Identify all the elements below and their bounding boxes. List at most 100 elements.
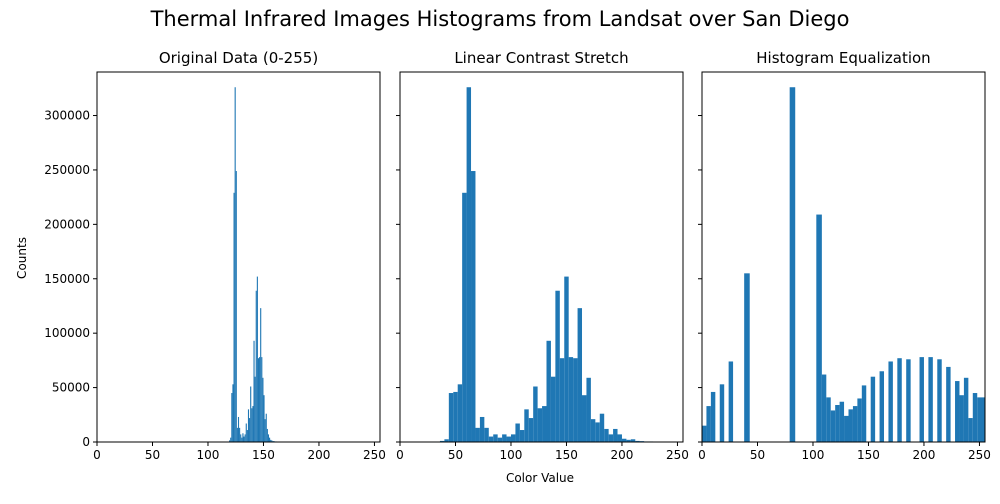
histogram-bar xyxy=(826,397,830,442)
histogram-bar xyxy=(546,341,550,442)
plot-frame xyxy=(97,72,380,442)
histogram-bar xyxy=(261,357,262,442)
histogram-bar xyxy=(564,277,568,442)
histogram-bar xyxy=(251,408,252,442)
histogram-bar xyxy=(266,414,267,442)
histogram-bar xyxy=(529,418,533,442)
histogram-bar xyxy=(897,358,901,442)
histogram-bar xyxy=(848,409,852,442)
histogram-bar xyxy=(711,392,715,442)
histogram-bar xyxy=(586,378,590,442)
y-tick-label: 150000 xyxy=(44,272,90,286)
histogram-bar xyxy=(489,437,493,442)
histogram-bar xyxy=(253,341,254,442)
panel-title: Linear Contrast Stretch xyxy=(454,49,628,67)
histogram-bar xyxy=(475,428,479,442)
histogram-bar xyxy=(252,406,253,442)
histogram-bar xyxy=(524,409,528,442)
x-axis-label: Color Value xyxy=(506,471,574,485)
histogram-bar xyxy=(493,434,497,442)
histogram-bar xyxy=(471,171,475,442)
histogram-bar xyxy=(816,215,822,442)
histogram-bar xyxy=(604,429,608,442)
histogram-bar xyxy=(260,308,261,442)
x-tick-label: 200 xyxy=(913,448,936,462)
histogram-bar xyxy=(569,357,573,442)
histogram-bar xyxy=(595,422,599,442)
histogram-bar xyxy=(515,424,519,443)
histogram-bar xyxy=(582,395,586,442)
y-tick-label: 50000 xyxy=(52,381,90,395)
panel-title: Original Data (0-255) xyxy=(159,49,318,67)
histogram-bar xyxy=(230,438,231,442)
histogram-bar xyxy=(256,291,257,442)
histogram-bar xyxy=(243,437,244,442)
histogram-bar xyxy=(955,381,959,442)
histogram-bar xyxy=(520,430,524,442)
histogram-bar xyxy=(258,358,259,442)
histogram-bar xyxy=(946,367,950,442)
y-tick-label: 0 xyxy=(82,435,90,449)
histogram-bar xyxy=(959,395,963,442)
histogram-bar xyxy=(560,358,564,442)
x-tick-label: 250 xyxy=(666,448,689,462)
histogram-bar xyxy=(744,273,750,442)
histogram-bar xyxy=(857,398,861,442)
histogram-bar xyxy=(822,375,826,442)
y-tick-label: 250000 xyxy=(44,163,90,177)
x-tick-label: 150 xyxy=(555,448,578,462)
y-tick-label: 100000 xyxy=(44,326,90,340)
x-tick-label: 0 xyxy=(93,448,101,462)
histogram-bar xyxy=(729,361,733,442)
histogram-bar xyxy=(600,414,604,442)
x-tick-label: 200 xyxy=(308,448,331,462)
histogram-bar xyxy=(257,277,258,442)
histogram-bar xyxy=(862,385,866,442)
histogram-bar xyxy=(609,434,613,442)
histogram-bar xyxy=(498,438,502,442)
histogram-bar xyxy=(458,384,462,442)
histogram-bar xyxy=(835,405,839,442)
y-tick-label: 300000 xyxy=(44,109,90,123)
histogram-bar xyxy=(706,406,710,442)
histogram-bar xyxy=(269,438,270,442)
histogram-bar xyxy=(613,429,617,442)
histogram-bar xyxy=(231,393,232,442)
histogram-bar xyxy=(263,395,264,442)
histogram-bar xyxy=(265,419,266,442)
panel-title: Histogram Equalization xyxy=(756,49,930,67)
histogram-bar xyxy=(968,418,972,442)
y-axis-label: Counts xyxy=(15,237,29,279)
histogram-bar xyxy=(720,384,724,442)
histogram-bar xyxy=(240,434,241,442)
x-tick-label: 50 xyxy=(750,448,765,462)
histogram-bar xyxy=(449,393,453,442)
histogram-bar xyxy=(511,434,515,442)
plot-frame xyxy=(400,72,683,442)
x-tick-label: 200 xyxy=(611,448,634,462)
x-tick-label: 0 xyxy=(698,448,706,462)
histogram-bar xyxy=(533,387,537,443)
figure-title: Thermal Infrared Images Histograms from … xyxy=(150,7,850,31)
histogram-bar xyxy=(888,361,892,442)
histogram-bar xyxy=(247,430,248,442)
histogram-bar xyxy=(462,193,466,442)
histogram-bar xyxy=(790,87,796,442)
x-tick-label: 100 xyxy=(500,448,523,462)
histogram-bar xyxy=(241,438,242,442)
histogram-bar xyxy=(507,437,511,442)
histogram-bar xyxy=(502,434,506,442)
x-tick-label: 50 xyxy=(448,448,463,462)
histogram-bar xyxy=(268,434,269,442)
histogram-bar xyxy=(853,406,857,442)
bars xyxy=(702,87,985,442)
x-tick-label: 250 xyxy=(968,448,991,462)
histogram-bar xyxy=(249,418,250,442)
histogram-bar xyxy=(591,419,595,442)
histogram-bar xyxy=(964,378,968,442)
histogram-bar xyxy=(259,357,260,442)
histogram-bar xyxy=(248,409,249,442)
